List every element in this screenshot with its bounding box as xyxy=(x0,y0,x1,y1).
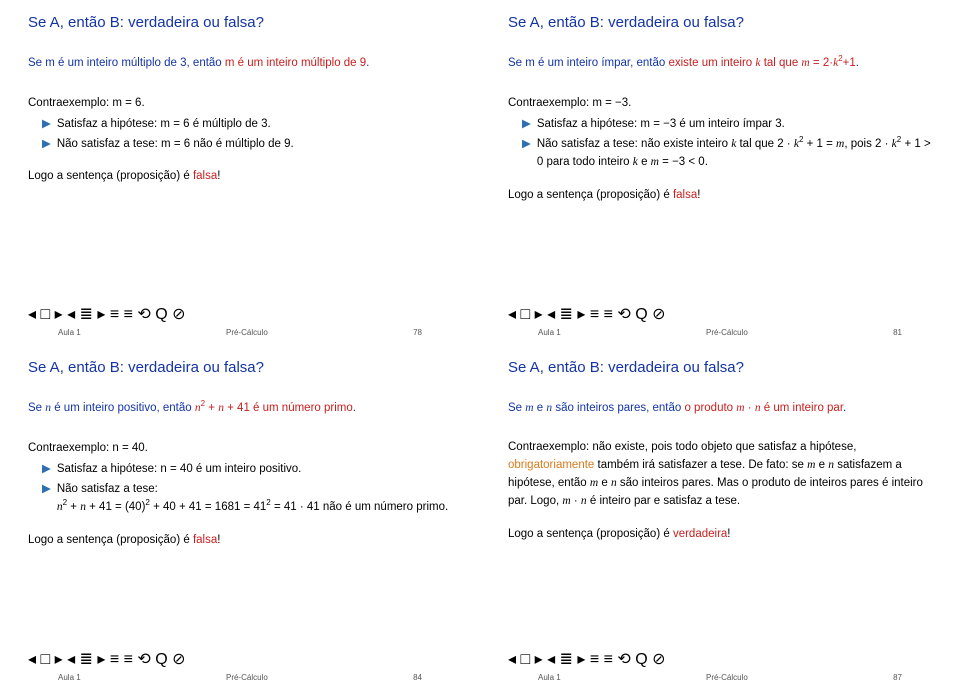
bullet-item: ▶ Não satisfaz a tese: m = 6 não é múltip… xyxy=(28,135,452,153)
conc-word: falsa xyxy=(673,189,697,201)
triangle-icon: ▶ xyxy=(522,135,531,172)
nav-symbols: ◂ □ ▸ ◂ ≣ ▸ ≡ ≡ ⟲ Q ⊘ xyxy=(28,304,452,324)
stmt-hyp: Se n é um inteiro positivo xyxy=(28,402,156,414)
footer-mid: Pré-Cálculo xyxy=(706,673,748,682)
nav-symbols: ◂ □ ▸ ◂ ≣ ▸ ≡ ≡ ⟲ Q ⊘ xyxy=(508,304,932,324)
item-text: Não satisfaz a tese:n2 + n + 41 = (40)2 … xyxy=(57,480,448,517)
conclusion: Logo a sentença (proposição) é falsa! xyxy=(28,531,452,549)
footer-page: 84 xyxy=(413,673,422,682)
counterexample-label: Contraexemplo: m = −3. xyxy=(508,94,932,112)
footer-mid: Pré-Cálculo xyxy=(226,328,268,337)
item-text: Satisfaz a hipótese: m = 6 é múltiplo de… xyxy=(57,115,271,133)
slide-body: Contraexemplo: n = 40. ▶ Satisfaz a hipót… xyxy=(28,439,452,649)
nav-symbols: ◂ □ ▸ ◂ ≣ ▸ ≡ ≡ ⟲ Q ⊘ xyxy=(508,649,932,669)
slide-title: Se A, então B: verdadeira ou falsa? xyxy=(508,14,932,31)
footer-bar: ◂ □ ▸ ◂ ≣ ▸ ≡ ≡ ⟲ Q ⊘ Aula 1 Pré-Cálculo… xyxy=(28,649,452,682)
bullet-item: ▶ Satisfaz a hipótese: n = 40 é um inteir… xyxy=(28,460,452,478)
footer-left: Aula 1 xyxy=(538,673,561,682)
stmt-end: . xyxy=(366,57,369,69)
statement: Se m é um inteiro ímpar, então existe um… xyxy=(508,55,932,72)
slide-4: Se A, então B: verdadeira ou falsa? Se m… xyxy=(480,345,960,690)
stmt-end: . xyxy=(856,57,859,69)
slide-2: Se A, então B: verdadeira ou falsa? Se m… xyxy=(480,0,960,345)
statement: Se m é um inteiro múltiplo de 3, então m… xyxy=(28,55,452,72)
footer-page: 78 xyxy=(413,328,422,337)
footer-left: Aula 1 xyxy=(58,673,81,682)
conc-word: falsa xyxy=(193,170,217,182)
stmt-hyp: Se m é um inteiro ímpar xyxy=(508,57,630,69)
stmt-hyp: m é um inteiro múltiplo de 3 xyxy=(45,57,186,69)
triangle-icon: ▶ xyxy=(42,115,51,133)
stmt-mid: , então xyxy=(646,402,684,414)
slide-1: Se A, então B: verdadeira ou falsa? Se m… xyxy=(0,0,480,345)
slide-title: Se A, então B: verdadeira ou falsa? xyxy=(28,14,452,31)
stmt-end: . xyxy=(353,402,356,414)
conc-word: verdadeira xyxy=(673,528,727,540)
counterexample-text: Contraexemplo: não existe, pois todo obj… xyxy=(508,439,932,510)
triangle-icon: ▶ xyxy=(42,135,51,153)
footer-page: 87 xyxy=(893,673,902,682)
bullet-item: ▶Não satisfaz a tese: não existe inteiro… xyxy=(508,135,932,172)
footer: Aula 1 Pré-Cálculo 78 xyxy=(28,324,452,337)
counterexample-label: Contraexemplo: m = 6. xyxy=(28,94,452,112)
footer: Aula 1 Pré-Cálculo 84 xyxy=(28,669,452,682)
bullet-item: ▶ Satisfaz a hipótese: m = −3 é um inteir… xyxy=(508,115,932,133)
conclusion: Logo a sentença (proposição) é falsa! xyxy=(28,167,452,185)
footer-page: 81 xyxy=(893,328,902,337)
triangle-icon: ▶ xyxy=(42,460,51,478)
stmt-thesis: existe um inteiro k tal que m = 2·k2+1 xyxy=(668,57,855,69)
footer-mid: Pré-Cálculo xyxy=(706,328,748,337)
footer-bar: ◂ □ ▸ ◂ ≣ ▸ ≡ ≡ ⟲ Q ⊘ Aula 1 Pré-Cálculo… xyxy=(508,304,932,337)
counterexample-label: Contraexemplo: n = 40. xyxy=(28,439,452,457)
triangle-icon: ▶ xyxy=(42,480,51,517)
stmt-thesis: m é um inteiro múltiplo de 9 xyxy=(225,57,366,69)
stmt-thesis: o produto m · n é um inteiro par xyxy=(684,402,843,414)
slide-body: Contraexemplo: m = 6. ▶ Satisfaz a hipóte… xyxy=(28,94,452,304)
footer-bar: ◂ □ ▸ ◂ ≣ ▸ ≡ ≡ ⟲ Q ⊘ Aula 1 Pré-Cálculo… xyxy=(28,304,452,337)
bullet-item: ▶ Satisfaz a hipótese: m = 6 é múltiplo d… xyxy=(28,115,452,133)
footer: Aula 1 Pré-Cálculo 87 xyxy=(508,669,932,682)
footer-left: Aula 1 xyxy=(58,328,81,337)
stmt-hyp: Se m e n são inteiros pares xyxy=(508,402,646,414)
stmt-end: . xyxy=(843,402,846,414)
footer-left: Aula 1 xyxy=(538,328,561,337)
stmt-pre: Se xyxy=(28,57,45,69)
stmt-mid: , então xyxy=(156,402,194,414)
slide-title: Se A, então B: verdadeira ou falsa? xyxy=(28,359,452,376)
stmt-thesis: n2 + n + 41 é um número primo xyxy=(195,402,353,414)
slide-3: Se A, então B: verdadeira ou falsa? Se n… xyxy=(0,345,480,690)
slide-body: Contraexemplo: não existe, pois todo obj… xyxy=(508,439,932,649)
item-text: Satisfaz a hipótese: m = −3 é um inteiro… xyxy=(537,115,785,133)
triangle-icon: ▶ xyxy=(522,115,531,133)
conc-word: falsa xyxy=(193,534,217,546)
item-text: Satisfaz a hipótese: n = 40 é um inteiro… xyxy=(57,460,302,478)
footer-mid: Pré-Cálculo xyxy=(226,673,268,682)
slide-body: Contraexemplo: m = −3. ▶ Satisfaz a hipót… xyxy=(508,94,932,304)
statement: Se m e n são inteiros pares, então o pro… xyxy=(508,400,932,417)
stmt-mid: , então xyxy=(630,57,668,69)
footer-bar: ◂ □ ▸ ◂ ≣ ▸ ≡ ≡ ⟲ Q ⊘ Aula 1 Pré-Cálculo… xyxy=(508,649,932,682)
item-text: Não satisfaz a tese: não existe inteiro … xyxy=(537,135,932,172)
bullet-item: ▶Não satisfaz a tese:n2 + n + 41 = (40)2… xyxy=(28,480,452,517)
conclusion: Logo a sentença (proposição) é verdadeir… xyxy=(508,525,932,543)
footer: Aula 1 Pré-Cálculo 81 xyxy=(508,324,932,337)
item-text: Não satisfaz a tese: m = 6 não é múltipl… xyxy=(57,135,294,153)
conclusion: Logo a sentença (proposição) é falsa! xyxy=(508,186,932,204)
stmt-mid: , então xyxy=(187,57,225,69)
slide-title: Se A, então B: verdadeira ou falsa? xyxy=(508,359,932,376)
statement: Se n é um inteiro positivo, então n2 + n… xyxy=(28,400,452,417)
nav-symbols: ◂ □ ▸ ◂ ≣ ▸ ≡ ≡ ⟲ Q ⊘ xyxy=(28,649,452,669)
